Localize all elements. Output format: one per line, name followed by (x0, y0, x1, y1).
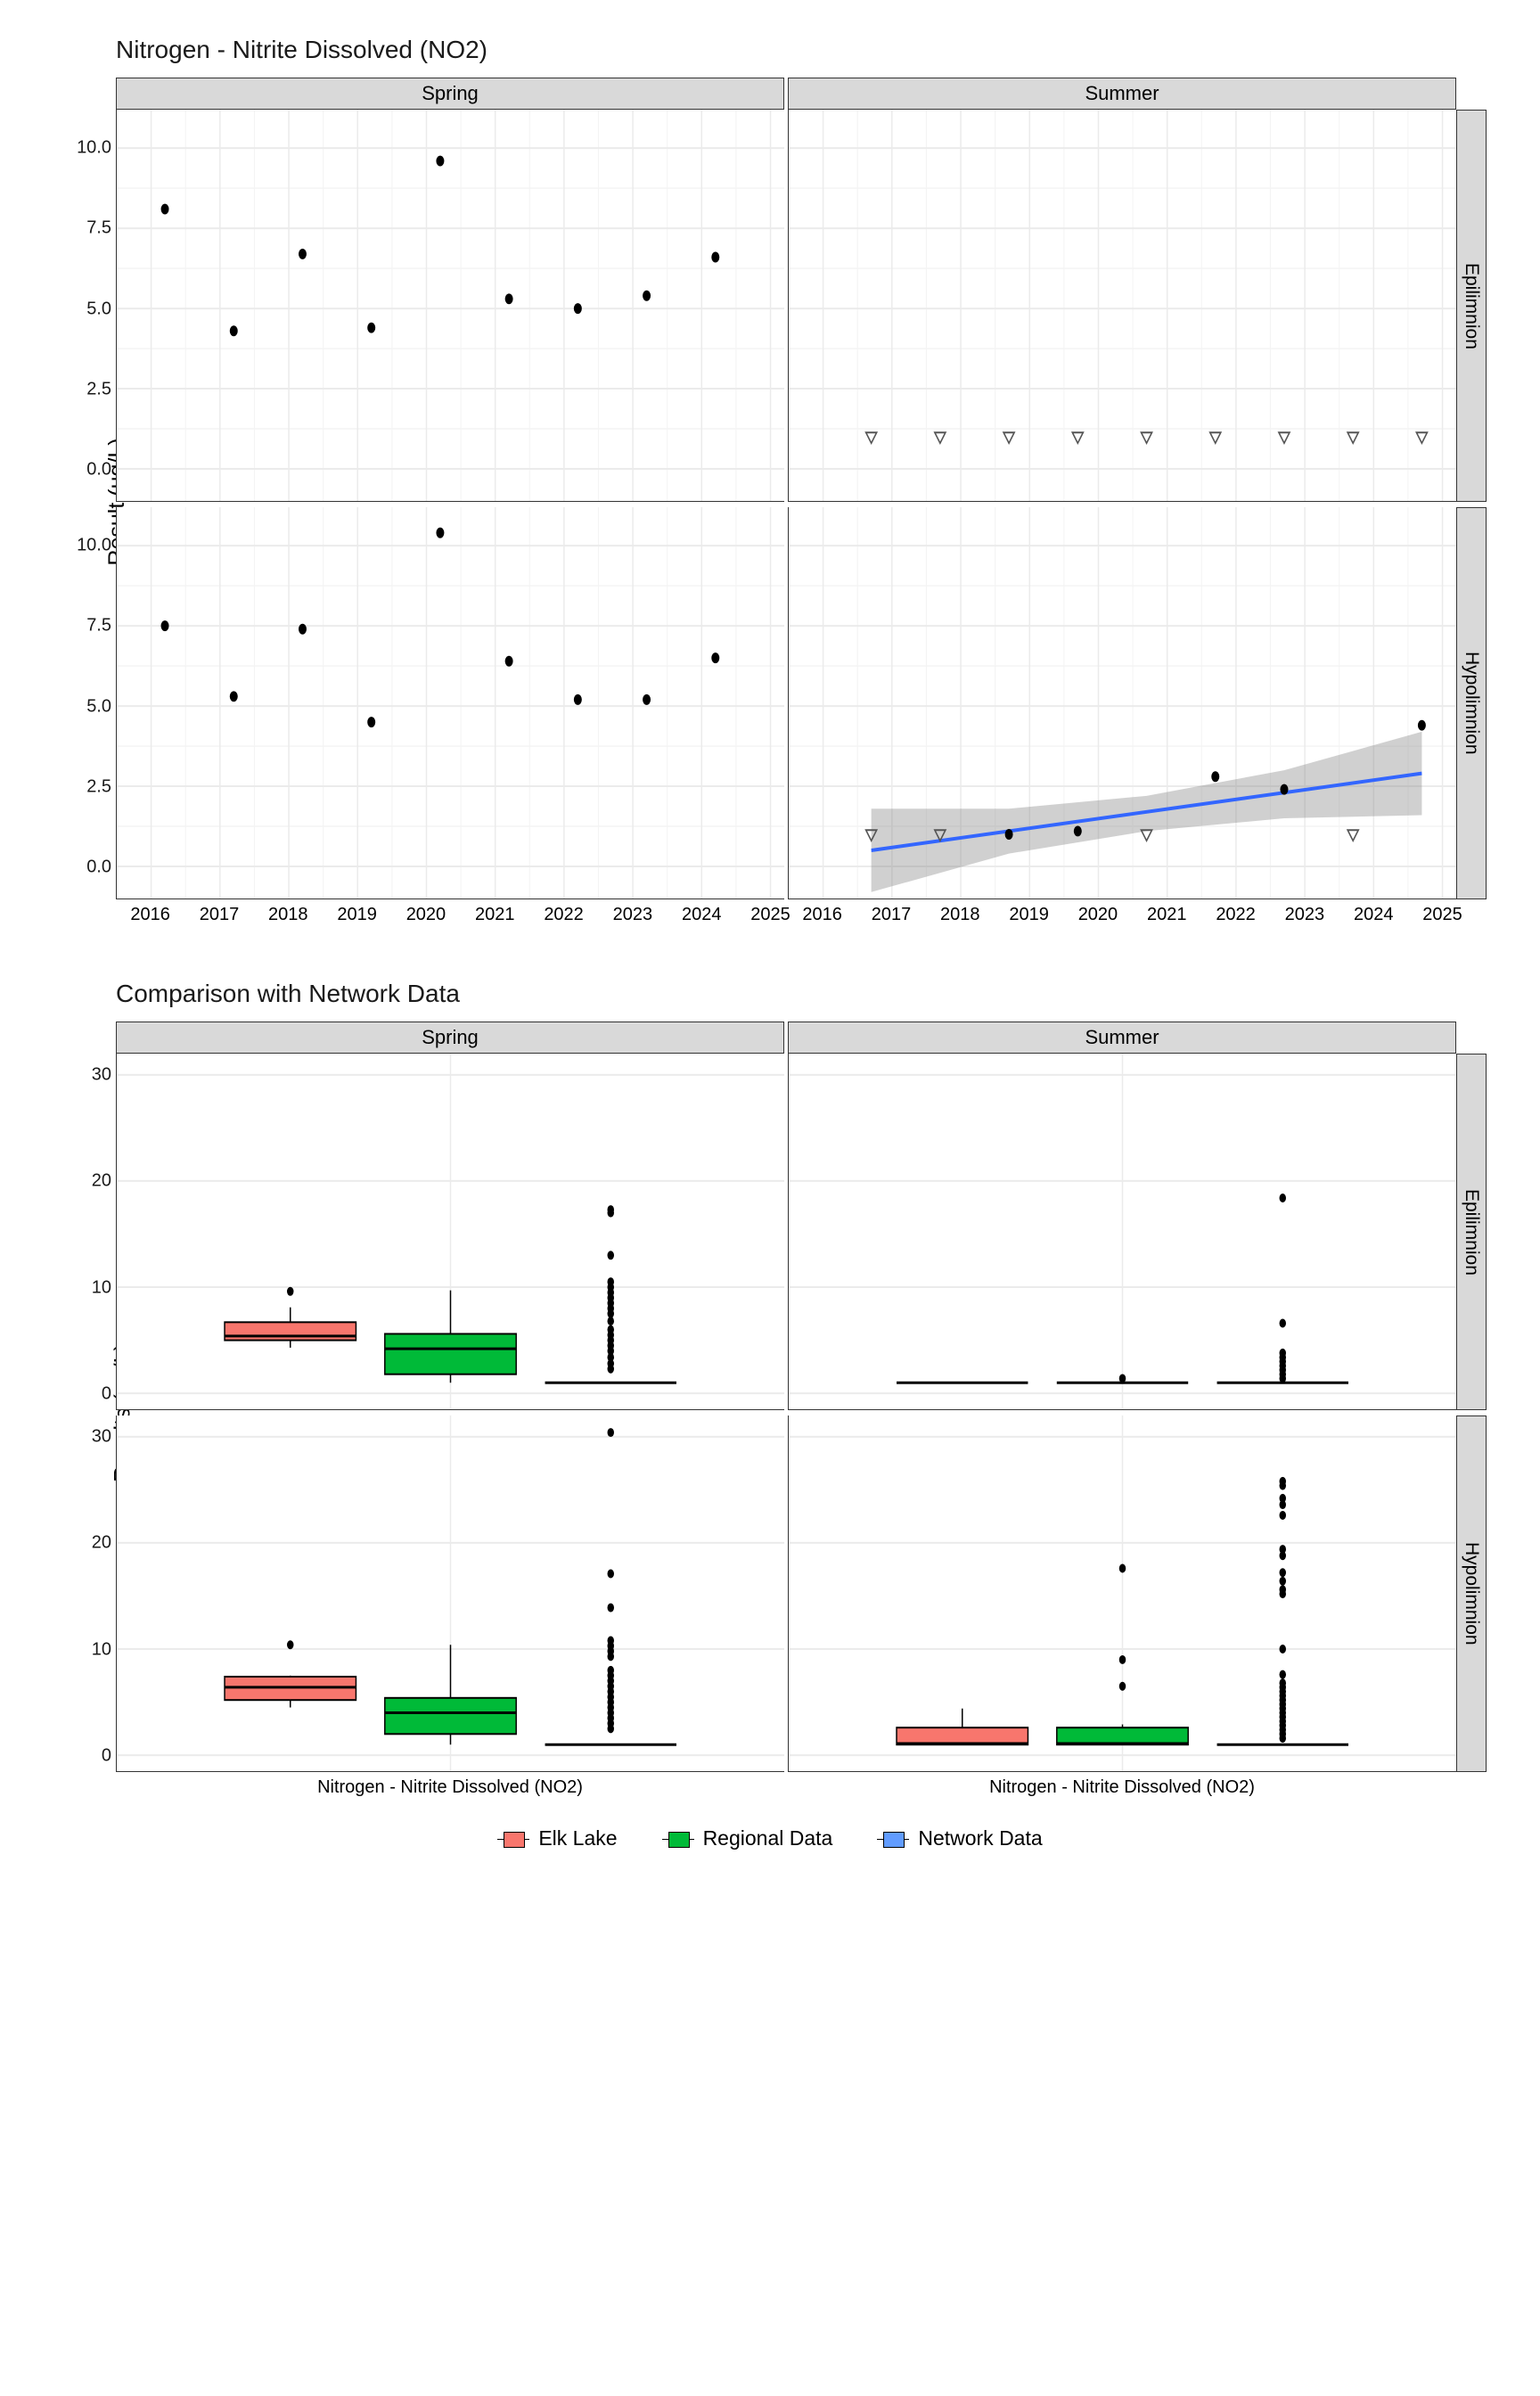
chart1-yticks-row1: 0.02.55.07.510.0 (67, 110, 111, 502)
legend-item: Network Data (877, 1826, 1042, 1850)
chart2-xcat-spring: Nitrogen - Nitrite Dissolved (NO2) (116, 1772, 784, 1804)
chart1-col-strips: Spring Summer (116, 78, 1487, 110)
legend-item: Elk Lake (497, 1826, 617, 1850)
panel2-summer-hypo (788, 1415, 1456, 1772)
legend: Elk Lake Regional Data Network Data (36, 1826, 1504, 1850)
chart1-row-hypo: 0.02.55.07.510.0 Hypolimnion (116, 507, 1487, 899)
chart1-row-label-hypo: Hypolimnion (1456, 507, 1487, 899)
chart1-col-spring: Spring (116, 78, 784, 110)
chart2-yticks-row2: 0102030 (67, 1415, 111, 1772)
panel2-spring-hypo (116, 1415, 784, 1772)
legend-label: Regional Data (703, 1826, 833, 1850)
panel-summer-hypo (788, 507, 1456, 899)
panel2-spring-epi (116, 1054, 784, 1410)
panel-spring-epi (116, 110, 784, 502)
chart2-col-strips: Spring Summer (116, 1022, 1487, 1054)
chart1-col-summer: Summer (788, 78, 1456, 110)
chart2-row-label-epi: Epilimnion (1456, 1054, 1487, 1410)
legend-label: Elk Lake (538, 1826, 617, 1850)
chart2-title: Comparison with Network Data (116, 980, 1504, 1008)
chart2-row-label-hypo: Hypolimnion (1456, 1415, 1487, 1772)
chart2-xaxis: Nitrogen - Nitrite Dissolved (NO2) Nitro… (116, 1772, 1487, 1804)
chart1-title: Nitrogen - Nitrite Dissolved (NO2) (116, 36, 1504, 64)
chart1-xaxis: 2016201720182019202020212022202320242025… (116, 899, 1487, 926)
chart2-grid: Results (ug/L) Spring Summer 0102030 Epi… (116, 1022, 1487, 1804)
chart2-yticks-row1: 0102030 (67, 1054, 111, 1410)
chart1-grid: Result (ug/L) Spring Summer 0.02.55.07.5… (116, 78, 1487, 926)
chart1-xaxis-spring: 2016201720182019202020212022202320242025 (116, 899, 784, 926)
panel-spring-hypo (116, 507, 784, 899)
chart1-xaxis-summer: 2016201720182019202020212022202320242025 (788, 899, 1456, 926)
chart2-row-epi: 0102030 Epilimnion (116, 1054, 1487, 1410)
chart1-yticks-row2: 0.02.55.07.510.0 (67, 507, 111, 899)
legend-label: Network Data (918, 1826, 1042, 1850)
chart1-row-epi: 0.02.55.07.510.0 Epilimnion (116, 110, 1487, 502)
chart2-row-hypo: 0102030 Hypolimnion (116, 1415, 1487, 1772)
page-root: Nitrogen - Nitrite Dissolved (NO2) Resul… (0, 0, 1540, 1886)
legend-item: Regional Data (662, 1826, 833, 1850)
chart2-col-spring: Spring (116, 1022, 784, 1054)
chart1-row-label-epi: Epilimnion (1456, 110, 1487, 502)
panel-summer-epi (788, 110, 1456, 502)
chart2-xcat-summer: Nitrogen - Nitrite Dissolved (NO2) (788, 1772, 1456, 1804)
panel2-summer-epi (788, 1054, 1456, 1410)
chart2-col-summer: Summer (788, 1022, 1456, 1054)
